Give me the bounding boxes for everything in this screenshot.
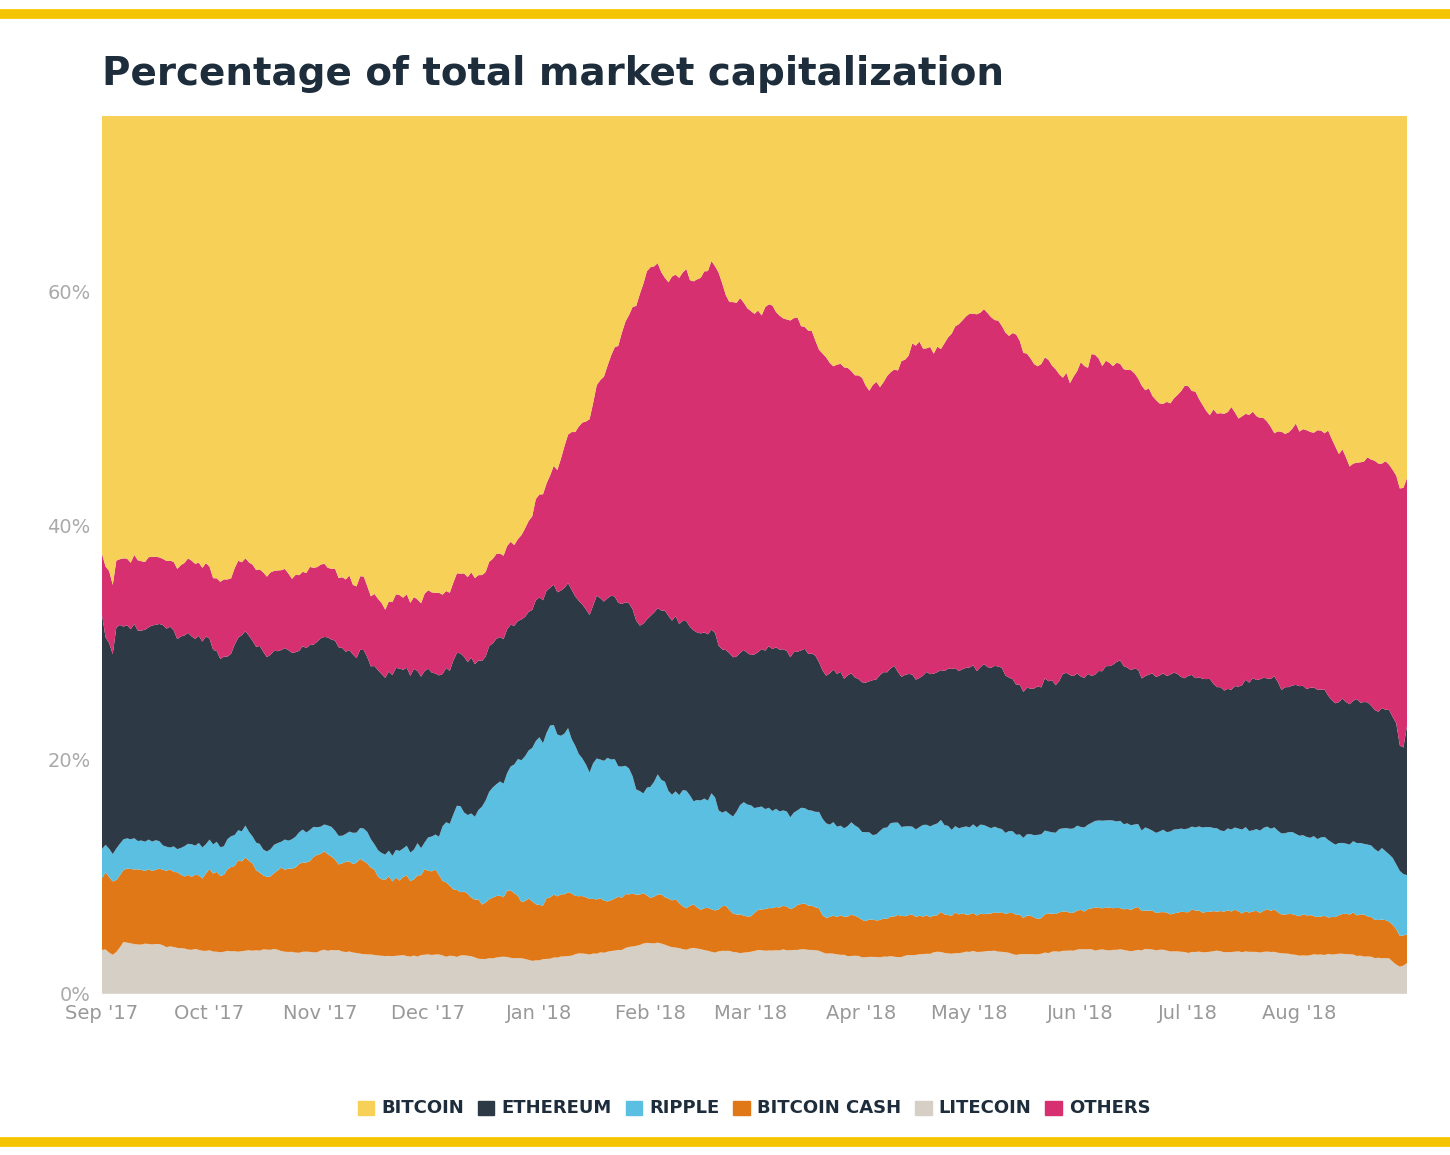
Legend: BITCOIN, ETHEREUM, RIPPLE, BITCOIN CASH, LITECOIN, OTHERS: BITCOIN, ETHEREUM, RIPPLE, BITCOIN CASH,… — [352, 1094, 1156, 1123]
Text: Percentage of total market capitalization: Percentage of total market capitalizatio… — [102, 55, 1003, 92]
